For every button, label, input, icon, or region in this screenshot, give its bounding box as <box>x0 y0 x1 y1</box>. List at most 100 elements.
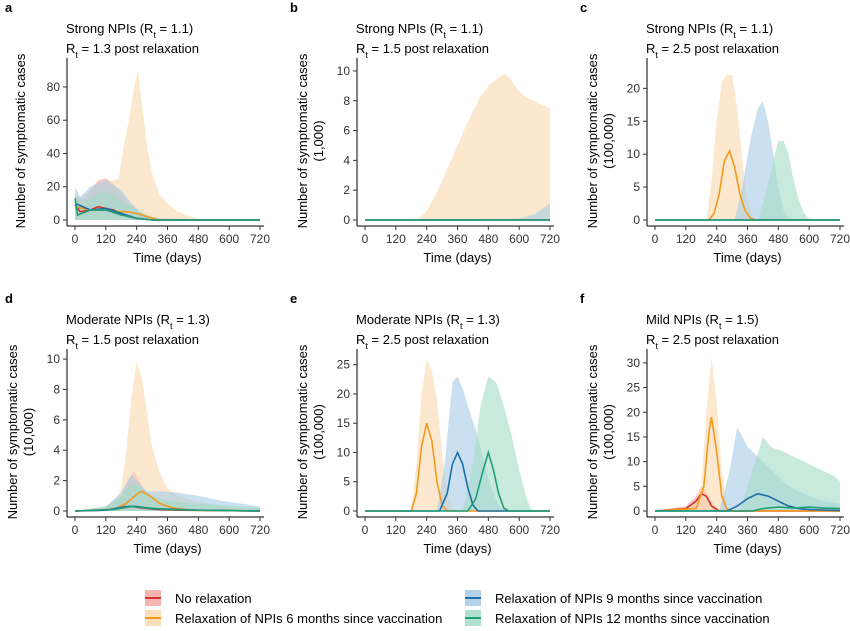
x-tick-label: 480 <box>768 523 788 537</box>
x-tick-label: 240 <box>707 523 727 537</box>
x-tick-label: 480 <box>478 232 498 246</box>
panel-letter: c <box>580 0 587 15</box>
legend-key-9-months <box>465 590 481 606</box>
median-line-m9 <box>655 492 841 512</box>
x-tick-label: 120 <box>386 232 406 246</box>
x-tick-label: 720 <box>540 523 560 537</box>
panel-b: b Strong NPIs (Rt = 1.1)Rt = 1.5 post rel… <box>290 0 560 265</box>
x-tick-label: 0 <box>72 232 79 246</box>
y-tick-label: 25 <box>337 358 351 372</box>
panel-title: Strong NPIs (Rt = 1.1) <box>66 21 193 40</box>
y-tick-label: 5 <box>633 180 640 194</box>
panel-f: f Mild NPIs (Rt = 1.5)Rt = 2.5 post relax… <box>580 291 850 556</box>
y-axis-label: (100,000) <box>601 404 616 460</box>
y-tick-label: 40 <box>47 146 61 160</box>
y-tick-label: 80 <box>47 80 61 94</box>
median-line-m6 <box>365 422 550 512</box>
panel-subtitle: Rt = 1.5 post relaxation <box>66 332 199 351</box>
y-tick-label: 10 <box>337 64 351 78</box>
legend-label-6-months: Relaxation of NPIs 6 months since vaccin… <box>175 610 443 626</box>
x-axis-label: Time (days) <box>133 541 201 556</box>
y-axis-label: Number of symptomatic cases <box>585 53 600 228</box>
legend-key-6-months <box>145 610 161 626</box>
y-tick-label: 10 <box>627 455 641 469</box>
panel-e: e Moderate NPIs (Rt = 1.3)Rt = 2.5 post r… <box>290 291 560 556</box>
y-tick-label: 0 <box>53 213 60 227</box>
x-tick-label: 600 <box>509 232 529 246</box>
y-axis-label: Number of symptomatic cases <box>295 344 310 519</box>
y-tick-label: 4 <box>343 153 350 167</box>
band-m12 <box>365 376 550 511</box>
y-tick-label: 0 <box>53 504 60 518</box>
x-tick-label: 360 <box>157 523 177 537</box>
x-tick-label: 600 <box>799 232 819 246</box>
x-tick-label: 480 <box>188 523 208 537</box>
x-tick-label: 0 <box>362 232 369 246</box>
band-m6 <box>75 362 260 511</box>
y-tick-label: 20 <box>627 81 641 95</box>
y-tick-label: 10 <box>47 352 61 366</box>
x-axis-label: Time (days) <box>423 541 491 556</box>
y-tick-label: 4 <box>53 443 60 457</box>
panel-subtitle: Rt = 1.3 post relaxation <box>66 41 199 60</box>
x-tick-label: 240 <box>417 523 437 537</box>
y-tick-label: 5 <box>343 475 350 489</box>
legend-item-6-months: Relaxation of NPIs 6 months since vaccin… <box>145 610 442 626</box>
y-tick-label: 15 <box>627 114 641 128</box>
y-tick-label: 10 <box>627 147 641 161</box>
band-m6 <box>75 70 260 220</box>
x-tick-label: 600 <box>799 523 819 537</box>
y-tick-label: 6 <box>343 124 350 138</box>
panel-c: c Strong NPIs (Rt = 1.1)Rt = 2.5 post rel… <box>580 0 850 265</box>
x-tick-label: 0 <box>652 523 659 537</box>
median-line-m12 <box>74 505 261 512</box>
x-tick-label: 240 <box>127 523 147 537</box>
legend-item-no-relaxation: No relaxation <box>145 590 252 606</box>
y-axis-label: (100,000) <box>311 404 326 460</box>
x-tick-label: 360 <box>157 232 177 246</box>
x-tick-label: 360 <box>737 232 757 246</box>
panel-letter: d <box>5 291 13 306</box>
legend-item-12-months: Relaxation of NPIs 12 months since vacci… <box>465 610 770 626</box>
legend-item-9-months: Relaxation of NPIs 9 months since vaccin… <box>465 590 762 606</box>
panel-letter: b <box>290 0 298 15</box>
y-tick-label: 20 <box>47 180 61 194</box>
x-tick-label: 240 <box>127 232 147 246</box>
y-tick-label: 0 <box>343 213 350 227</box>
y-tick-label: 0 <box>633 504 640 518</box>
y-axis-label: Number of symptomatic cases <box>13 53 28 228</box>
y-tick-label: 8 <box>343 94 350 108</box>
band-m9 <box>365 376 550 511</box>
y-tick-label: 8 <box>53 382 60 396</box>
y-axis-label: (10,000) <box>21 408 36 456</box>
median-line-m6 <box>655 148 840 221</box>
x-tick-label: 600 <box>219 523 239 537</box>
panel-subtitle: Rt = 2.5 post relaxation <box>646 41 779 60</box>
x-axis-label: Time (days) <box>133 250 201 265</box>
median-line-m9 <box>365 450 550 512</box>
panel-title: Moderate NPIs (Rt = 1.3) <box>356 312 500 331</box>
x-tick-label: 720 <box>250 523 270 537</box>
x-tick-label: 480 <box>188 232 208 246</box>
y-tick-label: 15 <box>337 416 351 430</box>
x-tick-label: 240 <box>707 232 727 246</box>
y-tick-label: 25 <box>627 381 641 395</box>
panel-d: d Moderate NPIs (Rt = 1.3)Rt = 1.5 post r… <box>5 291 270 556</box>
legend-key-no-relaxation <box>145 590 161 606</box>
y-axis-label: Number of symptomatic cases <box>585 344 600 519</box>
panel-subtitle: Rt = 1.5 post relaxation <box>356 41 489 60</box>
band-m12 <box>655 436 840 511</box>
y-tick-label: 15 <box>627 430 641 444</box>
panel-title: Mild NPIs (Rt = 1.5) <box>646 312 759 331</box>
x-tick-label: 120 <box>96 232 116 246</box>
legend-label-9-months: Relaxation of NPIs 9 months since vaccin… <box>495 590 763 606</box>
y-tick-label: 2 <box>53 474 60 488</box>
x-tick-label: 720 <box>540 232 560 246</box>
y-tick-label: 30 <box>627 356 641 370</box>
x-tick-label: 120 <box>676 232 696 246</box>
band-m12 <box>655 141 840 220</box>
band-m9 <box>655 101 840 220</box>
y-tick-label: 6 <box>53 413 60 427</box>
x-tick-label: 360 <box>447 232 467 246</box>
